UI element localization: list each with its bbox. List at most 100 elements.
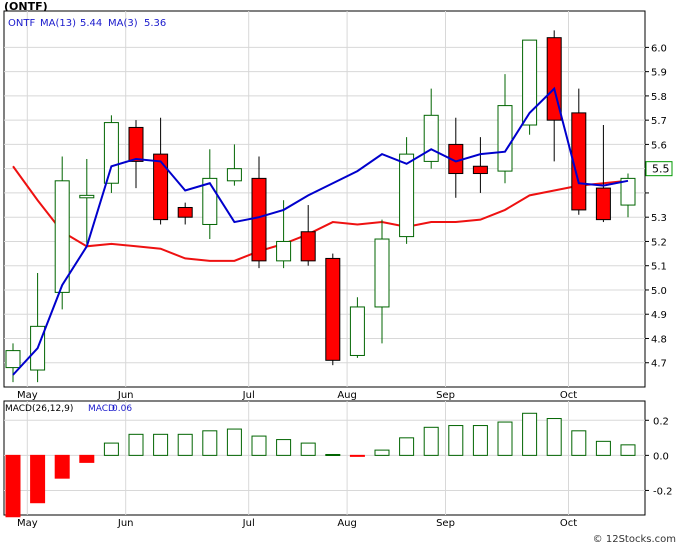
candle <box>54 156 70 310</box>
macd-bar <box>399 437 415 456</box>
macd-bar <box>522 412 538 456</box>
candle-body <box>5 350 21 369</box>
macd-bar <box>103 442 119 456</box>
candle-body <box>595 187 611 221</box>
price-tick-label: 5.0 <box>651 286 667 297</box>
price-tick-label: 5.3 <box>651 213 667 224</box>
candle-body <box>497 105 513 172</box>
macd-tick-label: 0.2 <box>653 416 669 427</box>
last-price-badge: 5.5 <box>645 161 673 177</box>
macd-bar <box>153 433 169 456</box>
macd-bar <box>300 442 316 456</box>
macd-month-label: Jul <box>242 518 255 529</box>
macd-tick-label: 0.0 <box>653 451 669 462</box>
candle <box>399 137 415 244</box>
macd-month-label: Aug <box>337 518 357 529</box>
candle-body <box>522 39 538 126</box>
macd-month-label: Jun <box>117 518 134 529</box>
macd-bar <box>497 421 513 456</box>
price-tick-label: 4.9 <box>651 310 667 321</box>
candle <box>325 253 341 366</box>
candle-body <box>374 238 390 308</box>
macd-bar <box>374 449 390 456</box>
macd-legend-label: MACD(26,12,9) <box>5 404 73 414</box>
macd-panel-frame <box>3 400 646 516</box>
macd-bar <box>54 454 70 479</box>
macd-legend-name: MACD <box>88 404 115 414</box>
candle-body <box>103 122 119 184</box>
candle <box>522 39 538 135</box>
candle-body <box>325 257 341 361</box>
candle <box>177 202 193 225</box>
macd-bar <box>202 430 218 456</box>
candle <box>571 88 587 215</box>
macd-bar <box>276 439 292 456</box>
price-tick-label: 6.0 <box>651 43 667 54</box>
macd-bar <box>177 433 193 456</box>
candle-body <box>177 206 193 218</box>
macd-bar <box>571 430 587 456</box>
macd-bar <box>5 454 21 518</box>
candle-body <box>300 231 316 262</box>
legend-symbol: ONTF <box>8 18 35 29</box>
candle <box>300 205 316 266</box>
candles-layer <box>5 30 636 383</box>
macd-bar <box>472 425 488 456</box>
macd-bar <box>325 453 341 456</box>
price-tick-label: 5.6 <box>651 140 667 151</box>
watermark: © 12Stocks.com <box>593 534 676 545</box>
macd-bar <box>448 425 464 456</box>
legend-ma13-label: MA(13) <box>40 18 76 29</box>
candle <box>226 144 242 186</box>
macd-bar <box>251 435 267 456</box>
macd-tick-label: -0.2 <box>653 486 673 497</box>
macd-bar <box>546 418 562 456</box>
macd-month-label: Oct <box>560 518 577 529</box>
candle <box>497 74 513 184</box>
macd-bar <box>30 454 46 504</box>
candle <box>423 88 439 169</box>
candle-body <box>128 126 144 162</box>
chart-title: (ONTF) <box>4 0 48 13</box>
month-label: May <box>17 390 38 401</box>
legend-ma3-label: MA(3) <box>108 18 138 29</box>
macd-axis: 0.2 0.0 -0.2 <box>645 416 673 497</box>
price-tick-label: 5.1 <box>651 262 667 273</box>
candle <box>128 120 144 189</box>
candle <box>595 125 611 223</box>
ma13-layer <box>12 86 629 376</box>
macd-month-label: Sep <box>436 518 455 529</box>
legend-ma3-value: 5.36 <box>144 18 166 29</box>
candle-body <box>620 177 636 206</box>
candle <box>103 115 119 193</box>
candle-body <box>79 194 95 199</box>
candle-body <box>276 240 292 262</box>
candle <box>349 297 365 358</box>
legend-ma13-value: 5.44 <box>80 18 102 29</box>
ma13-line <box>12 86 629 376</box>
month-label: Jul <box>242 390 255 401</box>
candle-body <box>54 180 70 293</box>
candle-body <box>349 306 365 356</box>
candle-body <box>226 168 242 182</box>
price-panel-frame <box>3 10 646 388</box>
candle-body <box>423 114 439 162</box>
macd-bar <box>226 428 242 456</box>
macd-x-axis: May Jun Jul Aug Sep Oct <box>17 518 577 529</box>
month-label: Oct <box>560 390 577 401</box>
macd-bar <box>595 440 611 456</box>
macd-bar <box>620 444 636 456</box>
macd-legend-value: 0.06 <box>112 404 132 414</box>
macd-bar <box>423 426 439 456</box>
price-tick-label: 5.8 <box>651 92 667 103</box>
macd-bars-layer <box>5 412 636 518</box>
macd-month-label: May <box>17 518 38 529</box>
price-tick-label: 5.7 <box>651 116 667 127</box>
last-price-label: 5.5 <box>652 163 670 176</box>
month-label: Jun <box>117 390 134 401</box>
macd-bar <box>79 454 95 463</box>
ma3-layer <box>12 165 629 262</box>
month-label: Aug <box>337 390 357 401</box>
ma3-line <box>12 165 629 262</box>
